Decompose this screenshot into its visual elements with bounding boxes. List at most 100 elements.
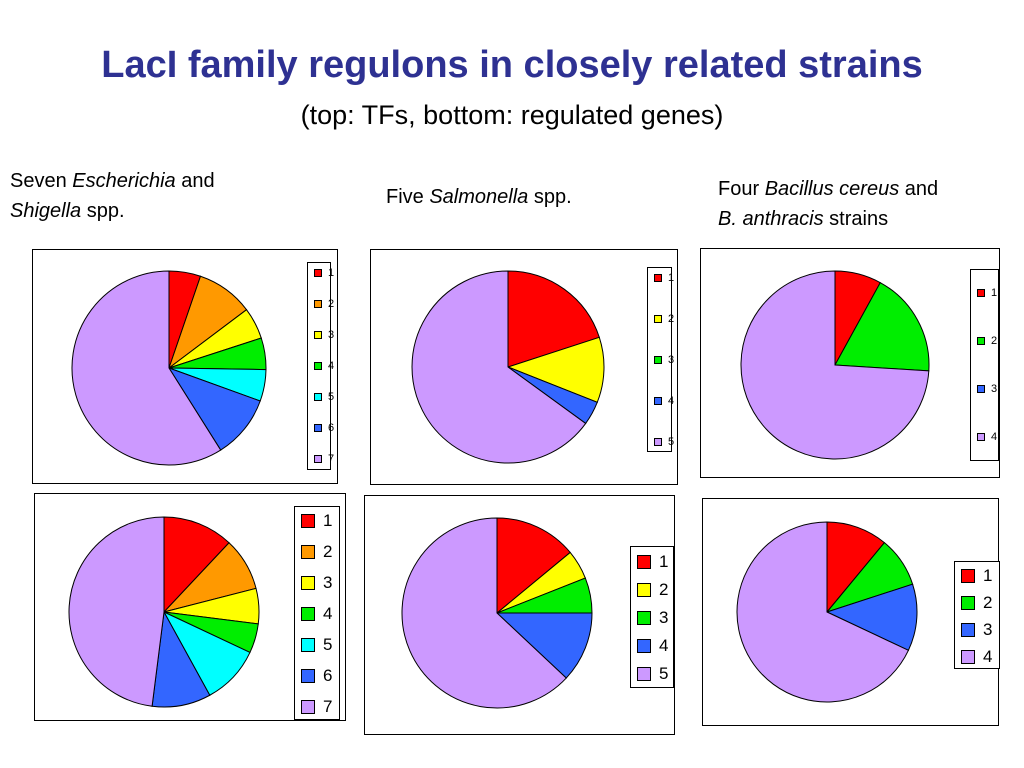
legend: 1 2 3 4 xyxy=(954,561,1000,669)
column-label-part: B. anthracis xyxy=(718,208,824,230)
legend-item: 1 xyxy=(955,566,992,586)
legend-item: 5 xyxy=(648,436,674,448)
legend-item: 1 xyxy=(631,552,668,572)
legend-swatch xyxy=(654,396,662,405)
pie-slice-4 xyxy=(736,521,910,703)
legend-label: 2 xyxy=(983,592,993,612)
legend-swatch xyxy=(314,331,322,339)
legend-swatch xyxy=(637,611,651,625)
legend-item: 6 xyxy=(308,422,334,434)
legend-item: 4 xyxy=(308,360,334,372)
pie-chart-top-escherichia: 1 2 3 4 5 6 7 xyxy=(32,249,338,484)
legend-item: 2 xyxy=(631,580,668,600)
legend: 1 2 3 4 5 6 7 xyxy=(307,262,334,470)
pie-slice-1 xyxy=(507,270,600,368)
legend-swatch xyxy=(314,269,322,277)
pie-slice-1 xyxy=(163,516,230,614)
legend-label: 1 xyxy=(323,511,333,530)
legend-label: 6 xyxy=(328,422,335,434)
legend-label: 4 xyxy=(328,360,335,372)
legend: 1 2 3 4 5 xyxy=(630,546,674,688)
pie-slice-7 xyxy=(71,270,222,466)
column-label-part: spp. xyxy=(528,186,572,208)
column-label-part: and xyxy=(899,178,939,200)
page-subtitle: (top: TFs, bottom: regulated genes) xyxy=(300,100,724,130)
pie-chart-top-salmonella: 1 2 3 4 5 xyxy=(370,249,678,485)
column-label-part: Bacillus cereus xyxy=(764,178,900,200)
column-label-bacillus: Four Bacillus cereus and B. anthracis str… xyxy=(718,174,938,234)
legend-item: 4 xyxy=(971,431,997,443)
legend-label: 3 xyxy=(328,329,335,341)
legend-label: 7 xyxy=(323,697,333,716)
legend-label: 4 xyxy=(668,394,675,407)
legend-label: 1 xyxy=(991,287,998,299)
column-label-part: Five xyxy=(386,186,430,208)
legend-label: 1 xyxy=(659,552,669,571)
legend-item: 3 xyxy=(308,329,334,341)
column-label-escherichia-shigella: Seven Escherichia and Shigella spp. xyxy=(10,166,215,226)
legend-swatch xyxy=(301,514,315,528)
legend-swatch xyxy=(637,667,651,681)
pie-slice-1 xyxy=(496,517,571,615)
pie-svg xyxy=(401,517,593,709)
legend-swatch xyxy=(314,424,322,432)
legend-swatch xyxy=(977,433,985,441)
column-label-part: Four xyxy=(718,178,765,200)
legend-label: 3 xyxy=(991,383,998,395)
pie-chart-top-bacillus: 1 2 3 4 xyxy=(700,248,1000,478)
legend-swatch xyxy=(961,649,975,664)
pie-slice-4 xyxy=(495,612,593,679)
legend-label: 3 xyxy=(659,608,669,627)
legend-item: 2 xyxy=(971,335,997,347)
legend-label: 2 xyxy=(323,542,333,561)
pie-slice-2 xyxy=(506,336,605,403)
legend-item: 2 xyxy=(295,542,332,562)
pie-svg xyxy=(68,516,260,708)
pie-svg xyxy=(740,270,930,460)
legend-swatch xyxy=(961,595,975,610)
legend-swatch xyxy=(301,638,315,652)
legend-item: 4 xyxy=(955,647,992,667)
legend-label: 4 xyxy=(991,431,998,443)
legend: 1 2 3 4 5 xyxy=(647,267,675,452)
legend-swatch xyxy=(654,355,662,364)
pie-slice-4 xyxy=(740,270,930,460)
legend-item: 2 xyxy=(308,298,334,310)
legend-swatch xyxy=(314,393,322,401)
legend-label: 5 xyxy=(328,391,335,403)
pie-chart-bottom-escherichia: 1 2 3 4 5 6 7 xyxy=(34,493,346,721)
pie-svg xyxy=(736,521,918,703)
legend-label: 2 xyxy=(659,580,669,599)
legend-label: 2 xyxy=(668,312,675,325)
legend: 1 2 3 4 5 6 7 xyxy=(294,506,340,720)
legend-item: 1 xyxy=(308,267,334,279)
legend-item: 5 xyxy=(631,664,668,684)
legend-swatch xyxy=(301,607,315,621)
legend-swatch xyxy=(654,273,662,282)
legend-item: 3 xyxy=(971,383,997,395)
legend-swatch xyxy=(301,669,315,683)
pie-svg xyxy=(411,270,605,464)
legend-item: 5 xyxy=(308,391,334,403)
legend-swatch xyxy=(654,437,662,446)
legend-swatch xyxy=(301,700,315,714)
pie-slice-5 xyxy=(411,270,587,464)
legend-item: 4 xyxy=(631,636,668,656)
legend-item: 6 xyxy=(295,666,332,686)
legend-item: 1 xyxy=(648,272,674,284)
legend-item: 3 xyxy=(955,620,992,640)
legend-swatch xyxy=(961,622,975,637)
legend-swatch xyxy=(301,576,315,590)
legend-swatch xyxy=(977,337,985,345)
legend-label: 3 xyxy=(668,353,675,366)
legend-swatch xyxy=(977,289,985,297)
legend-swatch xyxy=(637,583,651,597)
legend-label: 5 xyxy=(659,664,669,683)
legend-label: 1 xyxy=(983,565,993,585)
column-label-part: Seven xyxy=(10,170,73,192)
legend-label: 1 xyxy=(668,271,675,284)
page-title: LacI family regulons in closely related … xyxy=(101,44,923,86)
legend-label: 4 xyxy=(983,646,993,666)
legend-item: 7 xyxy=(295,697,332,717)
column-label-part: Escherichia xyxy=(72,170,176,192)
